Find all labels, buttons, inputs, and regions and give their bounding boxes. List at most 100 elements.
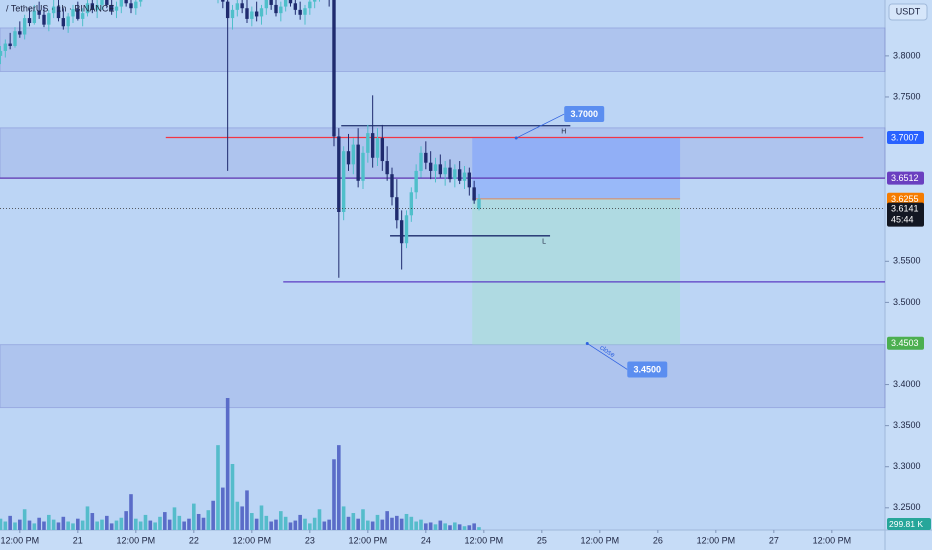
y-tick-label: 3.3500 (893, 420, 921, 430)
candle-body (51, 6, 56, 14)
candle-body (56, 6, 61, 19)
candle-body (245, 8, 249, 19)
candle-body (114, 6, 119, 11)
y-tick-label: 3.7500 (893, 91, 921, 101)
volume-bar (211, 500, 215, 530)
volume-bar (143, 514, 148, 530)
volume-bar (71, 523, 75, 530)
candle-body (472, 187, 476, 201)
volume-bar (448, 525, 452, 530)
volume-bar (477, 527, 481, 530)
candle-body (356, 144, 360, 181)
candle-body (274, 4, 278, 14)
candle-body (283, 0, 288, 7)
candle-body (109, 4, 114, 11)
volume-bar (317, 509, 322, 530)
callout-box (627, 361, 668, 378)
volume-bar (18, 519, 22, 530)
volume-bar (148, 520, 153, 530)
volume-bar (283, 516, 288, 530)
volume-bar (250, 513, 254, 530)
y-tick-label: 3.5000 (893, 297, 921, 307)
x-tick-label: 26 (653, 535, 663, 545)
candle-body (453, 169, 457, 180)
volume-bar (8, 515, 12, 530)
candle-body (95, 4, 99, 10)
volume-bar (51, 519, 56, 530)
y-tick-label: 3.2500 (893, 502, 921, 512)
volume-bar (22, 509, 27, 530)
candle-body (279, 6, 283, 14)
volume-bar (134, 518, 138, 530)
price-tag-label: 3.6255 (891, 194, 919, 204)
volume-bar (390, 517, 394, 530)
callout-label: 3.4500 (633, 364, 661, 374)
candle-body (346, 151, 351, 165)
candle-body (22, 18, 27, 35)
candle-body (390, 174, 394, 198)
candle-body (100, 0, 104, 5)
volume-bar (356, 518, 360, 530)
volume-bar (225, 398, 230, 530)
countdown: 45:44 (891, 215, 914, 225)
price-tag-label: 3.6512 (891, 173, 919, 183)
volume-bar (13, 522, 17, 530)
candle-body (438, 164, 443, 175)
candle-body (230, 9, 235, 19)
candle-body (8, 43, 12, 47)
x-tick-label: 23 (305, 535, 315, 545)
volume-bar (32, 523, 37, 530)
volume-bar (187, 518, 191, 530)
volume-bar (457, 524, 462, 530)
zone (0, 344, 886, 409)
position-reward (472, 198, 681, 345)
volume-bar (90, 513, 95, 530)
candle-body (332, 0, 336, 137)
volume-bar (206, 510, 211, 530)
candle-body (32, 10, 37, 24)
candle-body (105, 0, 109, 5)
x-tick-label: 25 (537, 535, 547, 545)
candle-body (448, 167, 452, 180)
volume-bar (105, 515, 109, 530)
volume-bar (254, 518, 259, 530)
candle-body (225, 1, 230, 19)
candle-body (259, 8, 264, 17)
y-tick-label: 3.3000 (893, 461, 921, 471)
price-tag (887, 130, 924, 144)
x-tick-label: 12:00 PM (349, 535, 388, 545)
volume-bar (80, 520, 85, 530)
volume-bar (100, 519, 104, 530)
volume-bar (76, 518, 80, 530)
volume-bar (385, 511, 389, 530)
candle-body (303, 8, 307, 15)
volume-bar (380, 519, 385, 530)
volume-tag-label: 299.81 K (889, 519, 923, 529)
zone (0, 27, 886, 72)
volume-bar (221, 487, 225, 530)
candle-body (288, 0, 293, 4)
level-label: L (542, 239, 546, 246)
volume-bar (346, 516, 351, 530)
candle-body (18, 31, 22, 35)
x-tick-label: 12:00 PM (1, 535, 40, 545)
candle-body (254, 11, 259, 17)
current-price-tag (887, 202, 924, 227)
volume-bar (399, 518, 404, 530)
volume-bar (235, 501, 240, 530)
volume-bar (332, 459, 336, 530)
x-tick-label: 22 (189, 535, 199, 545)
candle-body (428, 162, 433, 171)
volume-bar (472, 523, 476, 530)
volume-bar (259, 505, 264, 530)
currency-box[interactable] (888, 3, 928, 21)
candle-body (457, 169, 462, 181)
candle-body (85, 3, 90, 14)
volume-bar (419, 519, 423, 530)
callout-leader (516, 113, 565, 139)
volume-bar (366, 520, 370, 530)
callout-label: 3.7000 (570, 109, 598, 119)
